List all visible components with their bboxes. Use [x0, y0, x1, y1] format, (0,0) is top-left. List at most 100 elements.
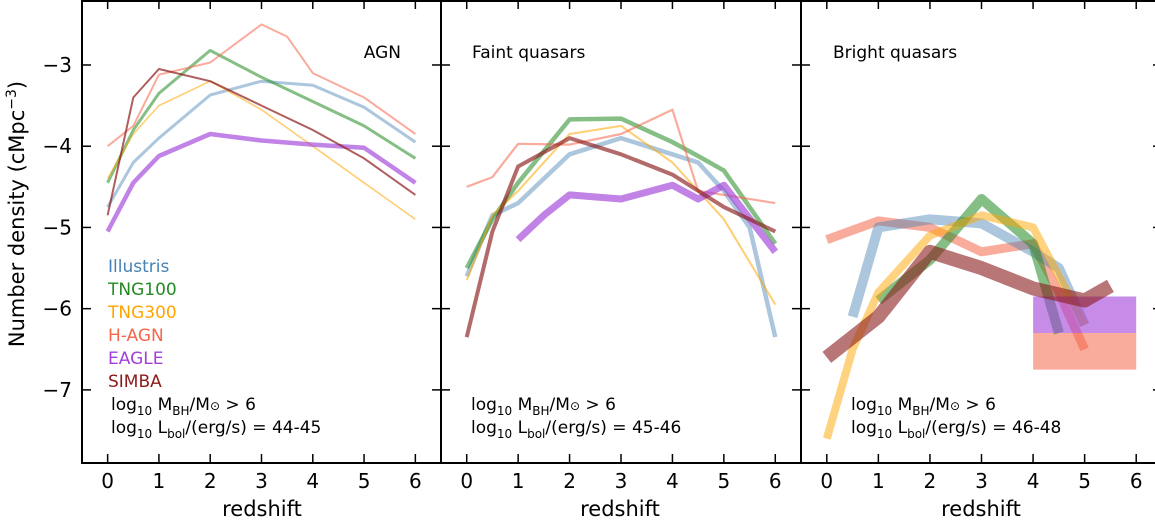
annotation-part: M	[152, 395, 172, 415]
annotation-mbh: log10 MBH/M⊙ > 6	[851, 395, 996, 418]
y-tick-label: −6	[43, 297, 72, 321]
series-tng100	[106, 48, 417, 184]
annotation-part: ⊙	[950, 399, 960, 413]
panel-frame	[81, 0, 442, 464]
series-h-agn-box	[1033, 333, 1137, 370]
annotation-part: 10	[137, 427, 152, 441]
series-group	[822, 194, 1137, 440]
series-simba	[106, 68, 416, 216]
annotation-part: log	[471, 418, 497, 438]
y-axis-label-sup: −3	[4, 89, 20, 110]
annotation-part: 10	[877, 404, 892, 418]
y-axis-label: Number density (cMpc−3)	[4, 81, 29, 347]
annotation-part: ⊙	[570, 399, 580, 413]
y-tick-label: −3	[43, 53, 72, 77]
series-group	[464, 108, 779, 338]
annotation-part: 10	[497, 427, 512, 441]
annotation-part: ⊙	[210, 399, 220, 413]
legend-entry: H-AGN	[108, 326, 164, 346]
series-illustris	[106, 79, 417, 208]
legend-entry: TNG100	[107, 280, 177, 300]
annotation-part: > 6	[220, 395, 256, 415]
series-tng300	[106, 80, 416, 220]
annotation-lbol: log10 Lbol/(erg/s) = 45-46	[471, 418, 681, 441]
x-tick-label: 3	[255, 469, 268, 493]
panel-title: Bright quasars	[833, 43, 957, 63]
annotation-part: M	[512, 395, 532, 415]
series-eagle-box	[1033, 296, 1137, 333]
legend: Illustris TNG100 TNG300 H-AGN EAGLE SIMBA	[107, 257, 177, 392]
annotation-lbol: log10 Lbol/(erg/s) = 44-45	[111, 418, 321, 441]
panel-frame	[440, 0, 802, 464]
annotation-part: log	[851, 418, 877, 438]
series-simba	[464, 136, 777, 338]
annotation-part: log	[851, 395, 877, 415]
x-tick-label: 3	[615, 469, 628, 493]
panel-title: AGN	[364, 43, 401, 63]
annotation-part: log	[471, 395, 497, 415]
annotation-mbh: log10 MBH/M⊙ > 6	[471, 395, 616, 418]
annotation-part: M	[892, 395, 912, 415]
annotation-part: bol	[527, 427, 545, 441]
x-tick-label: 0	[820, 469, 833, 493]
legend-entry: SIMBA	[108, 372, 162, 392]
y-axis-label-main: Number density (cMpc	[5, 110, 29, 347]
panel-1: 0 1 2 3 4 5 6 −3 −4 −5 −6 −7 redshift AGN log10 MBH/M⊙…	[43, 0, 442, 521]
x-tick-label: 0	[460, 469, 473, 493]
x-tick-label: 2	[204, 469, 217, 493]
annotation-part: L	[512, 418, 527, 438]
series-eagle	[515, 181, 779, 254]
series-tng300	[822, 211, 1089, 440]
series-simba	[822, 244, 1114, 363]
annotation-part: /M	[550, 395, 570, 415]
x-axis-label: redshift	[580, 497, 660, 521]
y-tick-label: −5	[43, 215, 72, 239]
x-tick-label: 3	[975, 469, 988, 493]
annotation-part: 10	[137, 404, 152, 418]
x-tick-label: 4	[306, 469, 319, 493]
legend-entry: EAGLE	[108, 349, 163, 369]
x-tick-label: 2	[563, 469, 576, 493]
annotation-mbh: log10 MBH/M⊙ > 6	[111, 395, 256, 418]
annotation-part: log	[111, 395, 137, 415]
annotation-part: 10	[497, 404, 512, 418]
panel-title: Faint quasars	[472, 43, 585, 63]
x-tick-label: 5	[717, 469, 730, 493]
x-tick-label: 1	[872, 469, 885, 493]
annotation-part: bol	[907, 427, 925, 441]
annotation-part: bol	[167, 427, 185, 441]
annotation-lbol: log10 Lbol/(erg/s) = 46-48	[851, 418, 1061, 441]
annotation-part: /M	[190, 395, 210, 415]
series-h-agn	[106, 23, 416, 147]
x-tick-label: 6	[1130, 469, 1143, 493]
y-axis-label-close: )	[5, 81, 29, 89]
annotation-part: /(erg/s) = 44-45	[185, 418, 321, 438]
annotation-part: /(erg/s) = 45-46	[545, 418, 681, 438]
x-tick-label: 1	[512, 469, 525, 493]
series-group	[105, 23, 417, 233]
annotation-part: > 6	[580, 395, 616, 415]
annotation-part: /M	[930, 395, 950, 415]
annotation-part: BH	[912, 404, 929, 418]
x-tick-label: 1	[153, 469, 166, 493]
annotation-part: BH	[172, 404, 189, 418]
x-tick-label: 6	[769, 469, 782, 493]
panel-2: 0 1 2 3 4 5 6 redshift Faint quasars log10 MBH/M⊙…	[440, 0, 802, 521]
annotation-part: log	[111, 418, 137, 438]
series-eagle	[105, 131, 417, 233]
x-axis-label: redshift	[941, 497, 1021, 521]
x-tick-label: 6	[409, 469, 422, 493]
x-tick-label: 2	[924, 469, 937, 493]
panel-3: 0 1 2 3 4 5 6 redshift Bright quasars log10 MBH/M…	[800, 0, 1155, 521]
series-illustris	[464, 135, 778, 338]
series-tng300	[465, 124, 777, 306]
x-tick-label: 4	[666, 469, 679, 493]
annotation-part: > 6	[960, 395, 996, 415]
x-tick-label: 0	[101, 469, 114, 493]
x-tick-label: 5	[1078, 469, 1091, 493]
annotation-part: L	[892, 418, 907, 438]
x-tick-label: 5	[358, 469, 371, 493]
x-tick-label: 4	[1027, 469, 1040, 493]
